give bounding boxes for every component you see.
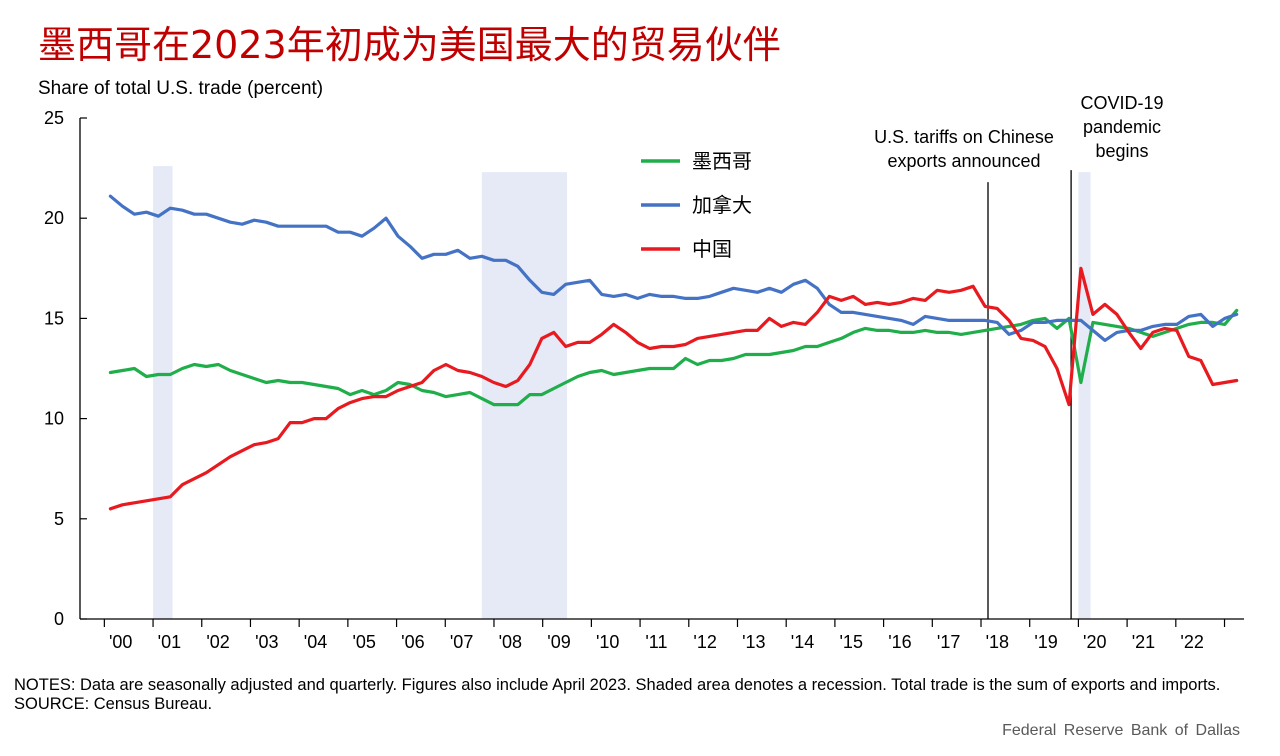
series-line-china	[108, 266, 1239, 511]
y-axis-label: Share of total U.S. trade (percent)	[38, 78, 324, 99]
chart-notes: NOTES: Data are seasonally adjusted and …	[14, 676, 1244, 714]
recession-band	[481, 172, 568, 619]
event-annotation: exports announced	[887, 151, 1040, 171]
event-annotation: begins	[1095, 141, 1148, 161]
x-tick-label: '09	[547, 632, 570, 652]
x-tick-label: '07	[450, 632, 473, 652]
y-tick-label: 5	[54, 509, 64, 529]
x-tick-label: '01	[158, 632, 181, 652]
x-tick-label: '06	[401, 632, 424, 652]
x-tick-label: '13	[742, 632, 765, 652]
x-tick-label: '16	[888, 632, 911, 652]
y-tick-label: 0	[54, 609, 64, 629]
x-tick-label: '21	[1132, 632, 1155, 652]
x-tick-label: '00	[109, 632, 132, 652]
legend-label-canada: 加拿大	[692, 193, 752, 217]
x-tick-label: '15	[840, 632, 863, 652]
x-tick-label: '08	[499, 632, 522, 652]
series-line-mexico	[108, 308, 1239, 407]
source-text: SOURCE: Census Bureau.	[14, 695, 213, 713]
y-tick-label: 25	[44, 108, 64, 128]
notes-text: NOTES: Data are seasonally adjusted and …	[14, 676, 1221, 694]
recession-band	[1078, 172, 1091, 619]
line-chart: 0 5 10 15 20 25 '00 '01 '02 '03 '04 '05 '06 '07 '08 '09…	[44, 93, 1244, 652]
x-tick-label: '12	[693, 632, 716, 652]
x-tick-label: '05	[352, 632, 375, 652]
legend-label-mexico: 墨西哥	[692, 149, 752, 173]
x-tick-label: '04	[304, 632, 327, 652]
x-tick-label: '22	[1180, 632, 1203, 652]
y-tick-label: 20	[44, 208, 64, 228]
x-tick-label: '18	[986, 632, 1009, 652]
event-annotation: COVID-19	[1080, 93, 1163, 113]
event-annotation: pandemic	[1083, 117, 1161, 137]
x-tick-label: '19	[1034, 632, 1057, 652]
x-tick-label: '02	[206, 632, 229, 652]
event-annotation: U.S. tariffs on Chinese	[874, 127, 1054, 147]
credit-text: Federal Reserve Bank of Dallas	[1002, 722, 1240, 739]
x-tick-label: '20	[1083, 632, 1106, 652]
x-tick-label: '10	[596, 632, 619, 652]
y-tick-label: 10	[44, 409, 64, 429]
x-tick-label: '17	[937, 632, 960, 652]
legend-label-china: 中国	[692, 237, 732, 261]
recession-band	[153, 166, 173, 619]
x-tick-label: '03	[255, 632, 278, 652]
chart-title: 墨西哥在2023年初成为美国最大的贸易伙伴	[38, 23, 781, 67]
x-tick-label: '11	[645, 632, 667, 652]
x-tick-label: '14	[791, 632, 814, 652]
y-tick-label: 15	[44, 308, 64, 328]
series-line-canada	[108, 194, 1239, 342]
